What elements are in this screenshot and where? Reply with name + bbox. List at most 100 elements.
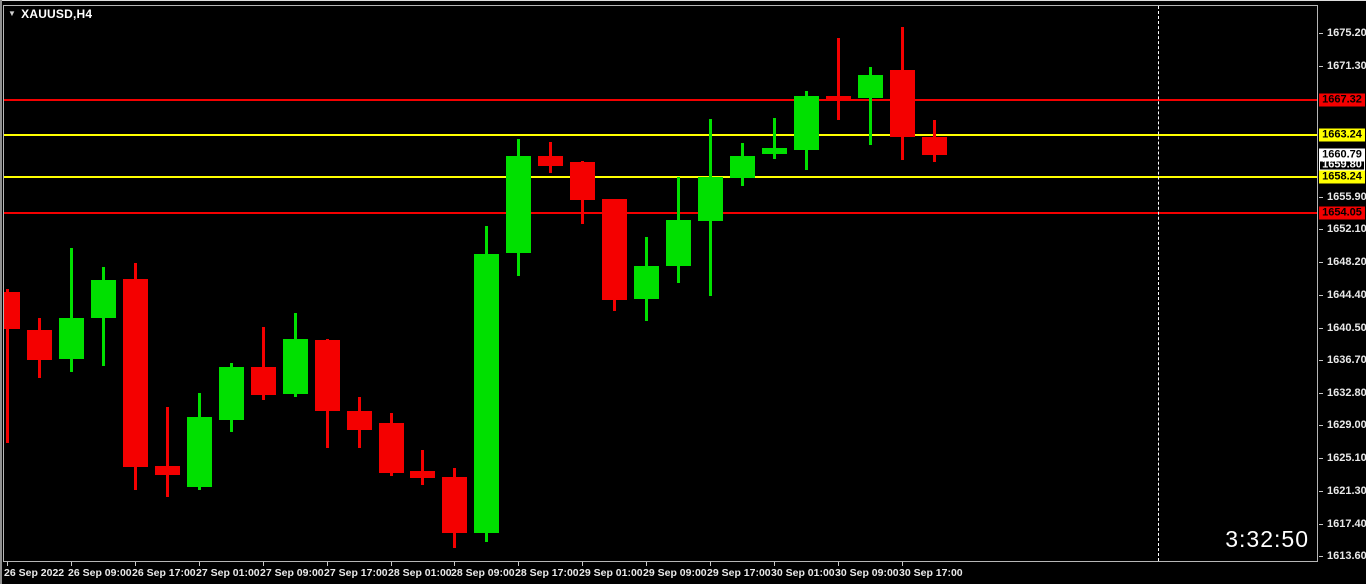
candle-body xyxy=(730,156,756,179)
price-tick-mark xyxy=(1319,262,1323,263)
candle-body xyxy=(506,156,532,253)
time-tick-mark xyxy=(327,562,328,566)
period-separator-line xyxy=(1157,6,1159,561)
time-tick-label: 26 Sep 09:00 xyxy=(68,567,132,579)
time-tick-mark xyxy=(7,562,8,566)
candle-body xyxy=(474,253,500,534)
time-tick-label: 30 Sep 09:00 xyxy=(835,567,899,579)
candle-body xyxy=(314,340,340,411)
window-left-edge xyxy=(0,0,2,584)
price-tick-mark xyxy=(1319,458,1323,459)
price-tick-mark xyxy=(1319,328,1323,329)
time-tick-mark xyxy=(710,562,711,566)
candle-wick xyxy=(165,406,169,498)
candle-body xyxy=(442,477,468,534)
time-tick-label: 27 Sep 17:00 xyxy=(324,567,388,579)
price-tick-label: 1655.90 xyxy=(1327,190,1366,203)
candle-wick xyxy=(868,66,872,146)
time-tick-label: 29 Sep 09:00 xyxy=(643,567,707,579)
candle-body xyxy=(378,422,404,473)
price-tick-mark xyxy=(1319,491,1323,492)
time-tick-mark xyxy=(71,562,72,566)
price-tick-label: 1617.40 xyxy=(1327,517,1366,530)
price-tick-mark xyxy=(1319,360,1323,361)
price-level-label-1654.05: 1654.05 xyxy=(1319,206,1365,220)
candle-body xyxy=(666,219,692,266)
price-tick-label: 1629.00 xyxy=(1327,419,1366,432)
price-tick-label: 1644.40 xyxy=(1327,288,1366,301)
time-tick-mark xyxy=(838,562,839,566)
time-tick-label: 28 Sep 01:00 xyxy=(388,567,452,579)
time-tick-label: 28 Sep 09:00 xyxy=(451,567,515,579)
price-axis[interactable]: 1675.20 1671.30 1655.90 1652.10 1648.20 1644.… xyxy=(1319,0,1366,584)
price-tick-mark xyxy=(1319,197,1323,198)
time-tick-mark xyxy=(135,562,136,566)
price-tick-mark xyxy=(1319,33,1323,34)
price-tick-label: 1671.30 xyxy=(1327,60,1366,73)
candle-body xyxy=(889,69,915,137)
price-tick-label: 1621.30 xyxy=(1327,484,1366,497)
price-tick-mark xyxy=(1319,425,1323,426)
time-tick-label: 27 Sep 01:00 xyxy=(196,567,260,579)
symbol-label[interactable]: ▼ XAUUSD,H4 xyxy=(8,7,92,21)
time-tick-mark xyxy=(774,562,775,566)
time-tick-mark xyxy=(391,562,392,566)
horizontal-level-line-1667.32[interactable] xyxy=(4,98,1317,101)
time-tick-mark xyxy=(902,562,903,566)
price-tick-mark xyxy=(1319,393,1323,394)
candle-body xyxy=(346,410,372,430)
candle-body xyxy=(218,366,244,421)
time-tick-label: 28 Sep 17:00 xyxy=(515,567,579,579)
window-top-edge xyxy=(0,0,1366,1)
candle-body xyxy=(90,280,116,319)
price-level-label-1660.79: 1660.79 xyxy=(1319,148,1365,162)
candle-body xyxy=(4,291,20,330)
candle-body xyxy=(921,136,947,156)
candle-wick xyxy=(421,449,425,485)
time-tick-label: 26 Sep 17:00 xyxy=(132,567,196,579)
horizontal-level-line-1658.24[interactable] xyxy=(4,176,1317,179)
candle-wick xyxy=(773,117,777,159)
symbol-dropdown-icon[interactable]: ▼ xyxy=(8,9,17,18)
time-tick-mark xyxy=(518,562,519,566)
candle-body xyxy=(602,199,628,300)
horizontal-level-line-1663.24[interactable] xyxy=(4,133,1317,136)
candle-body xyxy=(825,95,851,100)
time-tick-label: 26 Sep 2022 xyxy=(4,567,65,579)
price-level-label-1658.24: 1658.24 xyxy=(1319,170,1365,184)
candle-body xyxy=(186,416,212,488)
price-tick-label: 1652.10 xyxy=(1327,223,1366,236)
time-tick-mark xyxy=(199,562,200,566)
time-tick-mark xyxy=(263,562,264,566)
symbol-text: XAUUSD,H4 xyxy=(21,7,93,21)
candle-body xyxy=(410,471,436,478)
candle-body xyxy=(58,318,84,360)
candle-body xyxy=(282,338,308,394)
price-tick-label: 1636.70 xyxy=(1327,353,1366,366)
time-tick-label: 30 Sep 17:00 xyxy=(899,567,963,579)
price-tick-label: 1613.60 xyxy=(1327,550,1366,563)
chart-area[interactable]: ▼ XAUUSD,H4 3:32:50 xyxy=(3,5,1318,562)
candle-wick xyxy=(261,326,265,400)
time-tick-label: 29 Sep 01:00 xyxy=(579,567,643,579)
candle-wick xyxy=(6,289,9,444)
price-tick-label: 1648.20 xyxy=(1327,256,1366,269)
candle-body xyxy=(154,466,180,476)
time-tick-label: 30 Sep 01:00 xyxy=(771,567,835,579)
time-tick-mark xyxy=(454,562,455,566)
candle-body xyxy=(857,74,883,98)
time-axis[interactable]: 26 Sep 2022 26 Sep 09:00 26 Sep 17:00 27 Se… xyxy=(0,562,1319,584)
price-level-label-1667.32: 1667.32 xyxy=(1319,93,1365,107)
candle-body xyxy=(634,265,660,299)
server-clock: 3:32:50 xyxy=(1225,526,1309,552)
candle-body xyxy=(794,95,819,151)
price-tick-mark xyxy=(1319,524,1323,525)
price-tick-mark xyxy=(1319,556,1323,557)
price-tick-label: 1625.10 xyxy=(1327,452,1366,465)
candle-body xyxy=(122,279,148,467)
time-tick-mark xyxy=(646,562,647,566)
horizontal-level-line-1654.05[interactable] xyxy=(4,211,1317,214)
candle-body xyxy=(762,148,788,155)
candle-body xyxy=(570,162,596,201)
